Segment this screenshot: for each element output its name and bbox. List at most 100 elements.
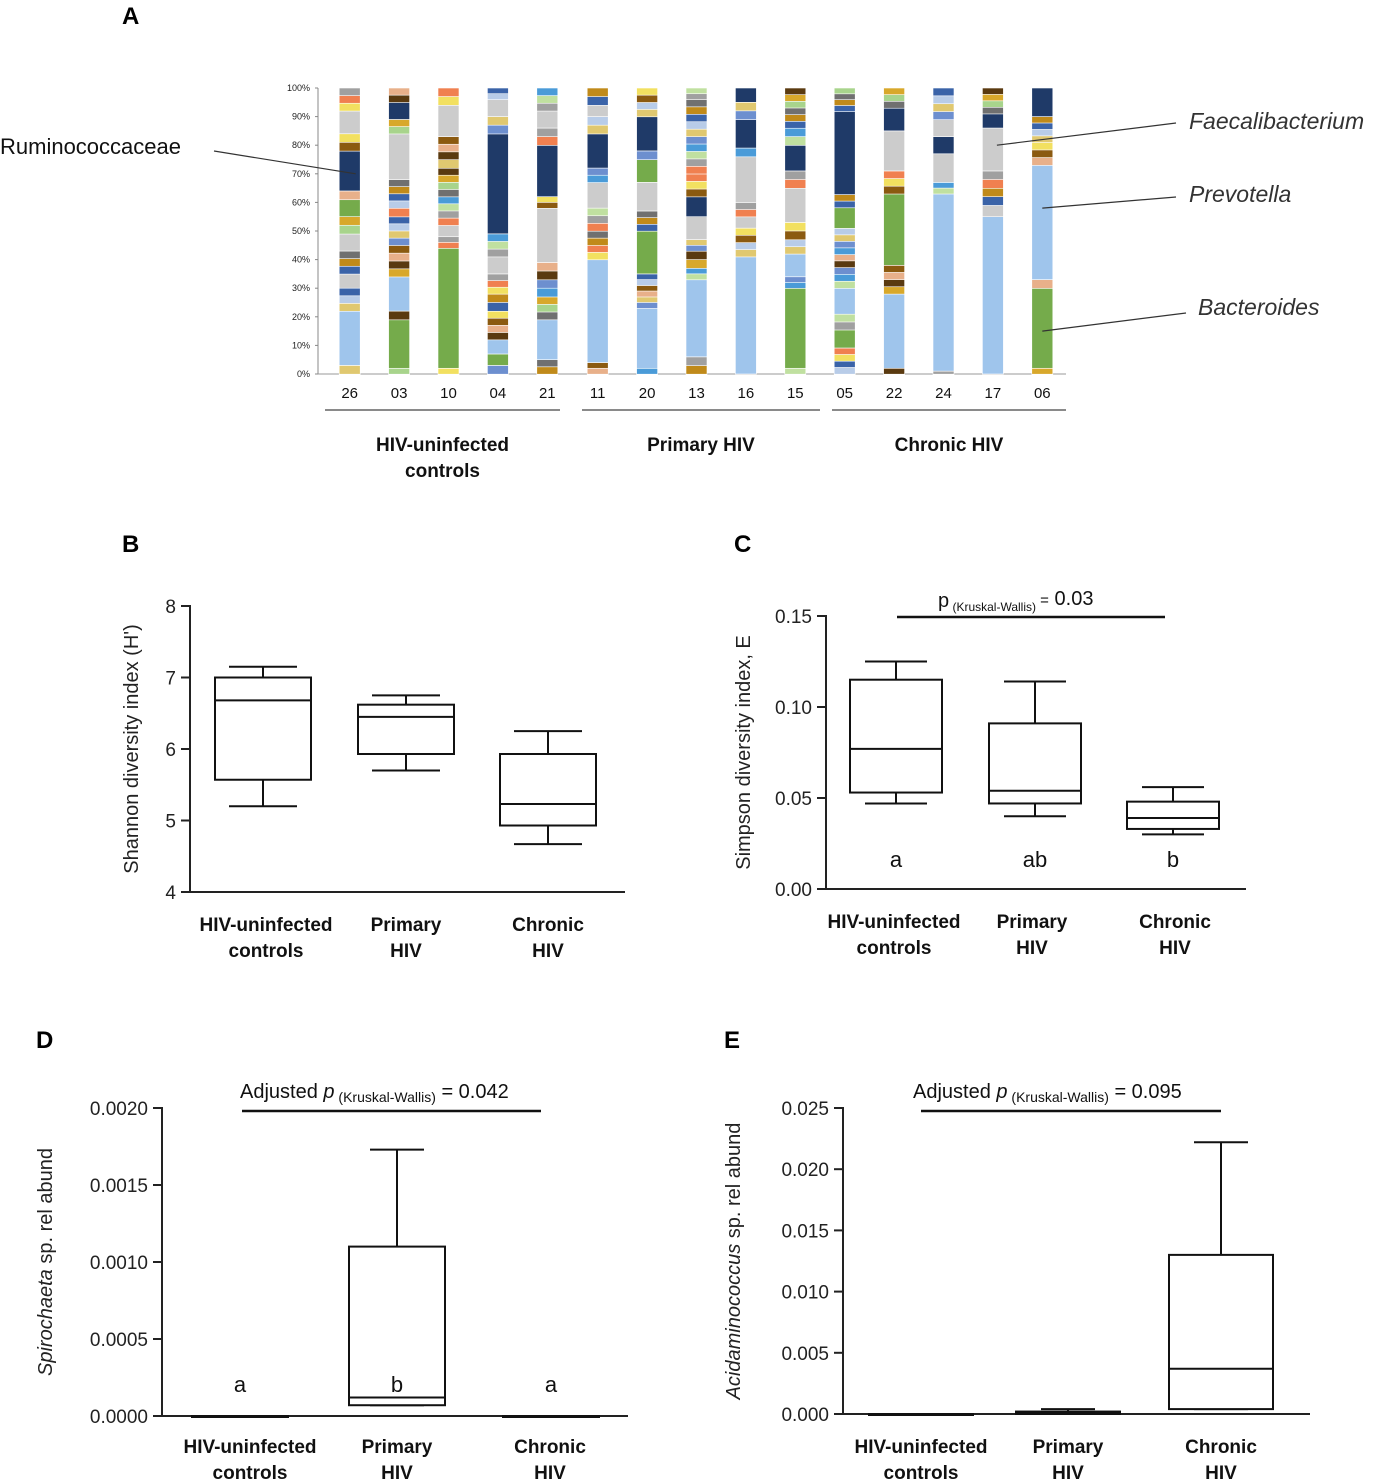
a-bar-segment-other — [833, 280, 856, 289]
a-bar-segment-other — [487, 325, 509, 334]
a-bar-segment-other — [536, 87, 559, 97]
interquartile-box — [1168, 1253, 1274, 1411]
a-bar-segment-faecalibacterium — [636, 182, 658, 212]
a-bar-segment-other — [833, 247, 856, 255]
a-bar-segment-other — [982, 94, 1004, 102]
a-bar-segment-ruminococcaceae — [685, 196, 708, 217]
a-bar-segment-ruminococcaceae — [536, 144, 559, 197]
a-bar-segment-other — [735, 209, 757, 218]
a-bar-segment-other — [536, 359, 559, 368]
a-bar-segment-other — [932, 187, 955, 195]
x-category-label: Chronic — [514, 1437, 586, 1458]
a-bar-segment-other — [982, 170, 1004, 181]
a-bar-segment-faecalibacterium — [487, 256, 509, 275]
a-bar-segment-other — [437, 87, 460, 98]
a-bar-segment-other — [833, 87, 856, 95]
a-bar-segment-other — [883, 101, 905, 109]
a-bar-segment-other — [338, 142, 361, 152]
a-bar-segment-other — [388, 268, 410, 278]
a-bar-segment-prevotella — [784, 287, 807, 369]
a-bar-segment-other — [982, 187, 1004, 198]
a-bar-segment-faecalibacterium — [487, 99, 509, 117]
panel-a-stacked-bar-chart: 0% 10% 20% 30% 40% 50% 60% 70% 80% 90% 100% 26 03 10 0… — [0, 83, 1364, 482]
a-bar-segment-other — [338, 87, 361, 97]
a-bar-segment-other — [586, 167, 609, 176]
a-bar-segment-other — [388, 223, 410, 232]
a-bar-segment-bacteroides — [1031, 164, 1054, 280]
significance-letter: a — [890, 847, 903, 872]
y-tick-label: 0.0015 — [90, 1176, 148, 1197]
a-bar-segment-other — [536, 304, 559, 313]
a-sample-label: 05 — [836, 385, 853, 402]
a-bar-segment-other — [487, 280, 509, 288]
a-bar-segment-other — [586, 116, 609, 126]
a-bar-segment-other — [833, 354, 856, 362]
y-axis-label-genus: Spirochaeta — [35, 1269, 57, 1376]
a-bar-segment-other — [1031, 142, 1054, 151]
panel-c-simpson-boxplot: 0.00 0.05 0.10 0.15 Simpson diversity index,… — [733, 588, 1246, 959]
x-category-label: HIV — [390, 941, 422, 962]
p-value-part: p — [322, 1081, 334, 1103]
a-bar-segment-other — [437, 242, 460, 249]
a-bar-segment-other — [685, 181, 708, 190]
y-tick-label: 0.05 — [775, 789, 812, 810]
a-bar-segment-prevotella — [388, 319, 410, 369]
a-bar-segment-other — [1031, 157, 1054, 166]
a-bar-sample-21 — [536, 87, 559, 375]
a-bar-segment-other — [338, 365, 361, 375]
x-category-label: controls — [229, 941, 304, 962]
p-value-part: = 0.042 — [436, 1081, 509, 1103]
a-bar-segment-other — [833, 200, 856, 209]
a-bar-segment-other — [685, 128, 708, 138]
x-category-label: Primary — [1033, 1437, 1104, 1458]
a-bar-segment-other — [685, 143, 708, 152]
a-bar-segment-other — [487, 124, 509, 135]
a-bar-segment-other — [833, 254, 856, 262]
a-bar-segment-other — [388, 186, 410, 195]
a-bar-segment-other — [636, 367, 658, 375]
a-bar-segment-other — [784, 230, 807, 241]
a-bar-segment-other — [932, 87, 955, 97]
y-tick-label: 0.010 — [781, 1283, 829, 1304]
a-bar-sample-10 — [437, 87, 460, 375]
a-bar-segment-other — [636, 109, 658, 118]
a-bar-segment-other — [536, 136, 559, 146]
a-bar-segment-other — [685, 188, 708, 198]
y-tick-label: 0.015 — [781, 1221, 829, 1242]
a-bar-segment-faecalibacterium — [536, 207, 559, 263]
a-y-tick-label: 40% — [292, 255, 310, 265]
y-tick-label: 6 — [165, 740, 176, 761]
a-bar-segment-other — [1031, 129, 1054, 137]
a-bar-segment-other — [833, 228, 856, 236]
a-bar-segment-other — [833, 99, 856, 107]
a-bar-segment-other — [487, 273, 509, 282]
a-bar-segment-ruminococcaceae — [982, 113, 1004, 129]
a-bar-segment-other — [784, 239, 807, 248]
a-bar-segment-ruminococcaceae — [636, 116, 658, 152]
p-value-label: Adjusted p (Kruskal-Wallis) = 0.095 — [913, 1081, 1182, 1105]
panel-letter-c: C — [734, 531, 751, 558]
panel-letter-e: E — [724, 1027, 740, 1054]
y-tick-label: 0.0010 — [90, 1253, 148, 1274]
a-group-label: Chronic HIV — [895, 435, 1004, 456]
x-category-label: HIV-uninfected — [199, 915, 332, 936]
a-bar-segment-other — [487, 248, 509, 258]
box-group-1 — [868, 1413, 974, 1416]
a-sample-label: 22 — [886, 385, 903, 402]
a-y-tick-label: 30% — [292, 283, 310, 293]
a-bar-segment-other — [636, 217, 658, 225]
a-bar-segment-other — [784, 276, 807, 283]
x-category-label: HIV — [532, 941, 564, 962]
y-tick-label: 0.0020 — [90, 1099, 148, 1120]
box-group-2 — [1015, 1408, 1121, 1416]
a-bar-segment-other — [338, 216, 361, 226]
a-bar-segment-other — [982, 196, 1004, 206]
a-bar-segment-other — [536, 270, 559, 281]
a-bar-segment-other — [586, 223, 609, 232]
p-value-part: (Kruskal-Wallis) — [949, 600, 1036, 614]
a-bar-segment-faecalibacterium — [586, 182, 609, 209]
a-bar-segment-other — [536, 296, 559, 305]
y-tick-label: 0.000 — [781, 1405, 829, 1426]
y-axis-label-rest: sp. rel abund — [723, 1123, 745, 1244]
